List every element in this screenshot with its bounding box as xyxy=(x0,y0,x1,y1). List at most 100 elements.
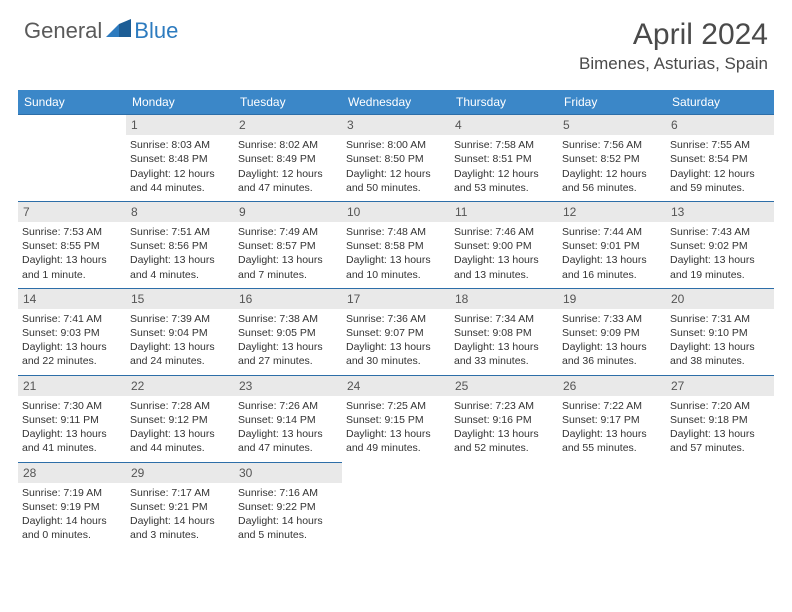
daylight-line: Daylight: 13 hours and 57 minutes. xyxy=(670,427,770,455)
calendar-cell: 8Sunrise: 7:51 AMSunset: 8:56 PMDaylight… xyxy=(126,201,234,288)
calendar-cell: 2Sunrise: 8:02 AMSunset: 8:49 PMDaylight… xyxy=(234,115,342,202)
day-number: 19 xyxy=(558,289,666,309)
daylight-line: Daylight: 14 hours and 3 minutes. xyxy=(130,514,230,542)
calendar-cell: 9Sunrise: 7:49 AMSunset: 8:57 PMDaylight… xyxy=(234,201,342,288)
day-number: 18 xyxy=(450,289,558,309)
sunset-line: Sunset: 8:52 PM xyxy=(562,152,662,166)
daylight-line: Daylight: 13 hours and 10 minutes. xyxy=(346,253,446,281)
sunrise-line: Sunrise: 7:58 AM xyxy=(454,138,554,152)
sunset-line: Sunset: 8:56 PM xyxy=(130,239,230,253)
calendar-cell: 29Sunrise: 7:17 AMSunset: 9:21 PMDayligh… xyxy=(126,462,234,548)
day-number: 12 xyxy=(558,202,666,222)
sunset-line: Sunset: 9:15 PM xyxy=(346,413,446,427)
logo: General Blue xyxy=(24,18,178,44)
sunrise-line: Sunrise: 8:03 AM xyxy=(130,138,230,152)
sunset-line: Sunset: 9:00 PM xyxy=(454,239,554,253)
sunrise-line: Sunrise: 7:16 AM xyxy=(238,486,338,500)
daylight-line: Daylight: 13 hours and 1 minute. xyxy=(22,253,122,281)
day-number: 17 xyxy=(342,289,450,309)
sunset-line: Sunset: 8:48 PM xyxy=(130,152,230,166)
sunrise-line: Sunrise: 7:19 AM xyxy=(22,486,122,500)
calendar-cell: 11Sunrise: 7:46 AMSunset: 9:00 PMDayligh… xyxy=(450,201,558,288)
sunset-line: Sunset: 9:16 PM xyxy=(454,413,554,427)
daylight-line: Daylight: 12 hours and 50 minutes. xyxy=(346,167,446,195)
day-header: Friday xyxy=(558,90,666,115)
sunset-line: Sunset: 9:17 PM xyxy=(562,413,662,427)
sunrise-line: Sunrise: 7:36 AM xyxy=(346,312,446,326)
day-number: 8 xyxy=(126,202,234,222)
daylight-line: Daylight: 12 hours and 47 minutes. xyxy=(238,167,338,195)
logo-mark-icon xyxy=(106,19,132,44)
daylight-line: Daylight: 12 hours and 59 minutes. xyxy=(670,167,770,195)
daylight-line: Daylight: 13 hours and 36 minutes. xyxy=(562,340,662,368)
sunrise-line: Sunrise: 7:25 AM xyxy=(346,399,446,413)
day-number: 20 xyxy=(666,289,774,309)
sunset-line: Sunset: 8:55 PM xyxy=(22,239,122,253)
sunset-line: Sunset: 9:03 PM xyxy=(22,326,122,340)
sunrise-line: Sunrise: 7:44 AM xyxy=(562,225,662,239)
sunrise-line: Sunrise: 7:56 AM xyxy=(562,138,662,152)
sunrise-line: Sunrise: 7:39 AM xyxy=(130,312,230,326)
calendar-cell: 16Sunrise: 7:38 AMSunset: 9:05 PMDayligh… xyxy=(234,288,342,375)
day-number: 3 xyxy=(342,115,450,135)
day-number: 15 xyxy=(126,289,234,309)
sunset-line: Sunset: 8:57 PM xyxy=(238,239,338,253)
day-number: 22 xyxy=(126,376,234,396)
sunrise-line: Sunrise: 7:43 AM xyxy=(670,225,770,239)
daylight-line: Daylight: 12 hours and 53 minutes. xyxy=(454,167,554,195)
calendar-cell: 17 Sunrise: 7:36 AMSunset: 9:07 PMDayligh… xyxy=(342,288,450,375)
sunset-line: Sunset: 9:08 PM xyxy=(454,326,554,340)
week-row: 7Sunrise: 7:53 AMSunset: 8:55 PMDaylight… xyxy=(18,201,774,288)
day-number: 16 xyxy=(234,289,342,309)
daylight-line: Daylight: 13 hours and 49 minutes. xyxy=(346,427,446,455)
sunrise-line: Sunrise: 7:20 AM xyxy=(670,399,770,413)
sunset-line: Sunset: 9:12 PM xyxy=(130,413,230,427)
day-number: 2 xyxy=(234,115,342,135)
day-header: Saturday xyxy=(666,90,774,115)
sunrise-line: Sunrise: 7:53 AM xyxy=(22,225,122,239)
daylight-line: Daylight: 13 hours and 55 minutes. xyxy=(562,427,662,455)
logo-text-general: General xyxy=(24,18,102,44)
sunrise-line: Sunrise: 7:17 AM xyxy=(130,486,230,500)
day-number: 29 xyxy=(126,463,234,483)
daylight-line: Daylight: 13 hours and 30 minutes. xyxy=(346,340,446,368)
sunrise-line: Sunrise: 7:48 AM xyxy=(346,225,446,239)
sunrise-line: Sunrise: 7:55 AM xyxy=(670,138,770,152)
day-number: 4 xyxy=(450,115,558,135)
calendar-cell: 30Sunrise: 7:16 AMSunset: 9:22 PMDayligh… xyxy=(234,462,342,548)
day-number: 30 xyxy=(234,463,342,483)
calendar-cell: 13Sunrise: 7:43 AMSunset: 9:02 PMDayligh… xyxy=(666,201,774,288)
calendar-cell: 23Sunrise: 7:26 AMSunset: 9:14 PMDayligh… xyxy=(234,375,342,462)
calendar-cell: 18Sunrise: 7:34 AMSunset: 9:08 PMDayligh… xyxy=(450,288,558,375)
daylight-line: Daylight: 14 hours and 5 minutes. xyxy=(238,514,338,542)
calendar-cell: 5Sunrise: 7:56 AMSunset: 8:52 PMDaylight… xyxy=(558,115,666,202)
day-number: 23 xyxy=(234,376,342,396)
month-title: April 2024 xyxy=(579,18,768,52)
week-row: 1Sunrise: 8:03 AMSunset: 8:48 PMDaylight… xyxy=(18,115,774,202)
sunset-line: Sunset: 8:50 PM xyxy=(346,152,446,166)
daylight-line: Daylight: 13 hours and 13 minutes. xyxy=(454,253,554,281)
daylight-line: Daylight: 12 hours and 44 minutes. xyxy=(130,167,230,195)
sunrise-line: Sunrise: 7:41 AM xyxy=(22,312,122,326)
day-number: 27 xyxy=(666,376,774,396)
day-number: 24 xyxy=(342,376,450,396)
day-header: Sunday xyxy=(18,90,126,115)
sunset-line: Sunset: 9:07 PM xyxy=(346,326,446,340)
daylight-line: Daylight: 13 hours and 47 minutes. xyxy=(238,427,338,455)
day-number: 6 xyxy=(666,115,774,135)
logo-text-blue: Blue xyxy=(134,18,178,44)
day-number: 7 xyxy=(18,202,126,222)
day-number: 28 xyxy=(18,463,126,483)
calendar-cell: 21Sunrise: 7:30 AMSunset: 9:11 PMDayligh… xyxy=(18,375,126,462)
week-row: 14Sunrise: 7:41 AMSunset: 9:03 PMDayligh… xyxy=(18,288,774,375)
calendar-cell: 7 Sunrise: 7:53 AMSunset: 8:55 PMDaylight… xyxy=(18,201,126,288)
sunrise-line: Sunrise: 7:28 AM xyxy=(130,399,230,413)
day-header: Thursday xyxy=(450,90,558,115)
calendar-cell: 20Sunrise: 7:31 AMSunset: 9:10 PMDayligh… xyxy=(666,288,774,375)
sunrise-line: Sunrise: 7:30 AM xyxy=(22,399,122,413)
day-header: Wednesday xyxy=(342,90,450,115)
daylight-line: Daylight: 13 hours and 22 minutes. xyxy=(22,340,122,368)
calendar-cell xyxy=(342,462,450,548)
daylight-line: Daylight: 13 hours and 16 minutes. xyxy=(562,253,662,281)
calendar-cell: 4Sunrise: 7:58 AMSunset: 8:51 PMDaylight… xyxy=(450,115,558,202)
